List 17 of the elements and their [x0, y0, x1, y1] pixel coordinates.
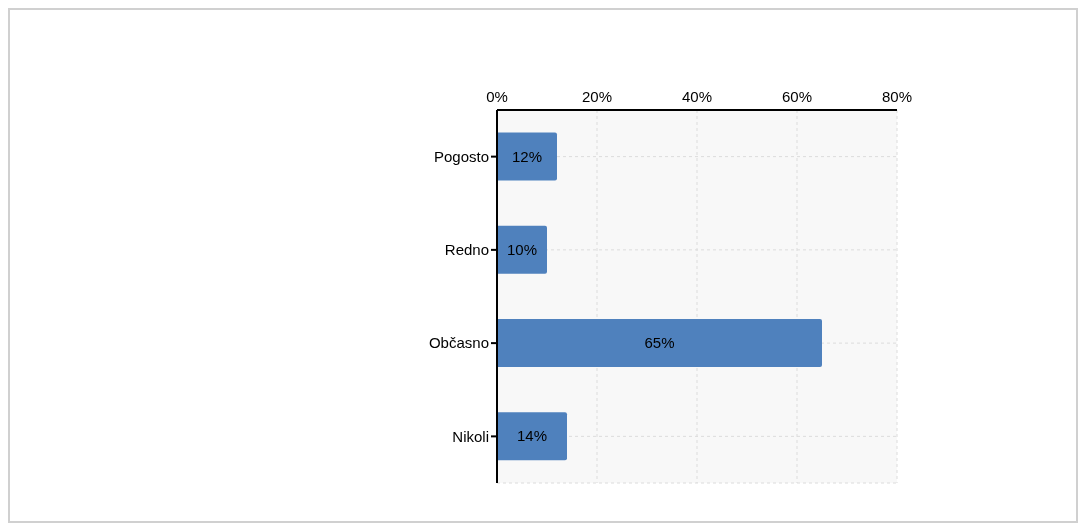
x-tick-label: 60% [781, 88, 813, 105]
y-tick-label: Nikoli [452, 427, 489, 445]
x-tick-label: 40% [681, 88, 713, 105]
bar [497, 132, 557, 181]
bar [497, 412, 567, 461]
data-label: 12% [511, 147, 543, 165]
x-tick-label: 80% [881, 88, 913, 105]
y-tick-label: Pogosto [433, 147, 489, 165]
bar [497, 225, 547, 274]
y-tick-label: Občasno [428, 334, 489, 352]
data-label: 10% [506, 240, 538, 258]
x-tick-label: 20% [581, 88, 613, 105]
x-tick-label: 0% [486, 88, 508, 105]
y-tick-label: Redno [444, 241, 489, 259]
data-label: 65% [644, 334, 675, 352]
data-label: 14% [516, 427, 548, 445]
bar [497, 318, 822, 367]
